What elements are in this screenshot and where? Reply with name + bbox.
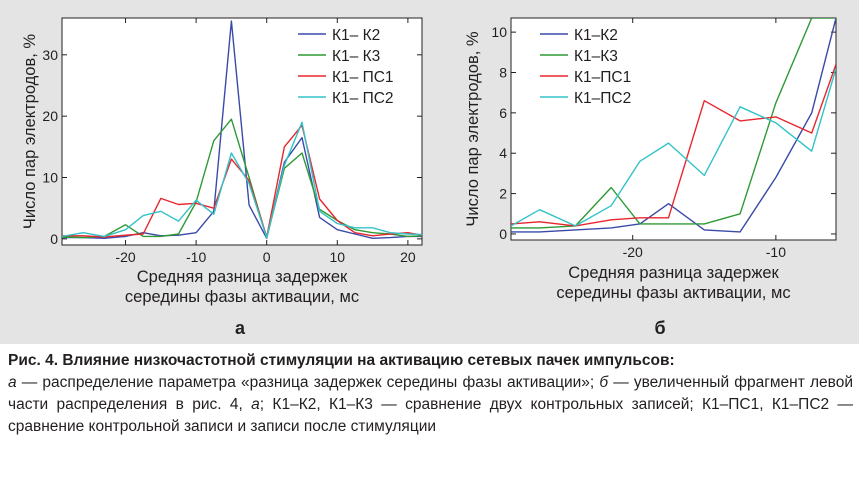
x-tick-label: -10 bbox=[186, 249, 206, 265]
legend-entry: К1– ПС1 bbox=[332, 69, 394, 86]
panel-letter: а bbox=[235, 318, 246, 338]
caption-text-2: — увеличенный фрагмент левой части распр… bbox=[8, 374, 853, 413]
series-line-a-3 bbox=[62, 124, 422, 238]
x-tick-label: -20 bbox=[115, 249, 135, 265]
series-line-b-1 bbox=[511, 18, 836, 233]
series-line-b-3 bbox=[511, 64, 836, 227]
figure-caption: Рис. 4. Влияние низкочастотной стимуляци… bbox=[8, 350, 853, 438]
x-axis-label: Средняя разница задержек середины фазы ак… bbox=[556, 264, 790, 302]
caption-text-1: — распределение параметра «разница задер… bbox=[16, 374, 600, 391]
legend-entry: К1–К3 bbox=[574, 48, 618, 65]
x-tick-label: -20 bbox=[623, 244, 643, 260]
y-axis-label: Число пар электродов, % bbox=[464, 31, 482, 226]
x-tick-label: 0 bbox=[263, 249, 271, 265]
series-line-b-4 bbox=[511, 68, 836, 227]
legend-entry: К1–ПС2 bbox=[574, 90, 631, 107]
series-line-a-4 bbox=[62, 121, 422, 239]
caption-ref-a: а bbox=[8, 374, 17, 391]
legend-entry: К1– ПС2 bbox=[332, 90, 394, 107]
x-tick-label: 20 bbox=[400, 249, 416, 265]
caption-ref-b: б bbox=[599, 374, 609, 391]
caption-text-3: ; К1–К2, К1–К3 — сравнение двух контроль… bbox=[8, 396, 853, 435]
x-axis-label-line: середины фазы активации, мс bbox=[125, 288, 359, 306]
y-tick-label: 6 bbox=[499, 105, 507, 121]
x-axis-label: Средняя разница задержек середины фазы ак… bbox=[125, 268, 359, 306]
y-tick-label: 0 bbox=[499, 226, 507, 242]
legend-entry: К1– К2 bbox=[332, 27, 380, 44]
y-tick-label: 20 bbox=[42, 108, 58, 124]
figure-area: -20 -10 0 10 20 0 10 20 30 К1– К2 К1– К3 К1– ПС1 К1–… bbox=[0, 0, 859, 344]
x-tick-label: 10 bbox=[330, 249, 346, 265]
y-tick-label: 0 bbox=[50, 231, 58, 247]
y-axis-label: Число пар электродов, % bbox=[21, 34, 39, 229]
legend-entry: К1– К3 bbox=[332, 48, 380, 65]
y-tick-label: 10 bbox=[42, 170, 58, 186]
legend-entry: К1–К2 bbox=[574, 27, 618, 44]
y-tick-label: 10 bbox=[491, 24, 507, 40]
caption-ref-a2: а bbox=[251, 396, 260, 413]
series-line-a-2 bbox=[62, 118, 422, 239]
y-tick-label: 4 bbox=[499, 145, 507, 161]
chart-panel-b: -20 -10 0 2 4 6 8 10 К1–К2 К1–К3 К1–ПС1 К1–ПС2 Число… bbox=[464, 17, 837, 338]
legend-b: К1–К2 К1–К3 К1–ПС1 К1–ПС2 bbox=[540, 27, 631, 107]
y-tick-label: 30 bbox=[42, 47, 58, 63]
panel-letter: б bbox=[654, 318, 665, 338]
legend-a: К1– К2 К1– К3 К1– ПС1 К1– ПС2 bbox=[298, 27, 394, 107]
x-axis-label-line: середины фазы активации, мс bbox=[556, 284, 790, 302]
y-tick-label: 2 bbox=[499, 186, 507, 202]
y-tick-label: 8 bbox=[499, 64, 507, 80]
x-axis-label-line: Средняя разница задержек bbox=[568, 264, 779, 282]
caption-lead: Рис. 4. Влияние низкочастотной стимуляци… bbox=[8, 352, 675, 369]
legend-entry: К1–ПС1 bbox=[574, 69, 631, 86]
series-line-b-2 bbox=[511, 18, 836, 229]
series-group-b bbox=[511, 18, 836, 233]
x-axis-label-line: Средняя разница задержек bbox=[137, 268, 348, 286]
series-group-a bbox=[62, 20, 422, 240]
x-tick-label: -10 bbox=[766, 244, 786, 260]
